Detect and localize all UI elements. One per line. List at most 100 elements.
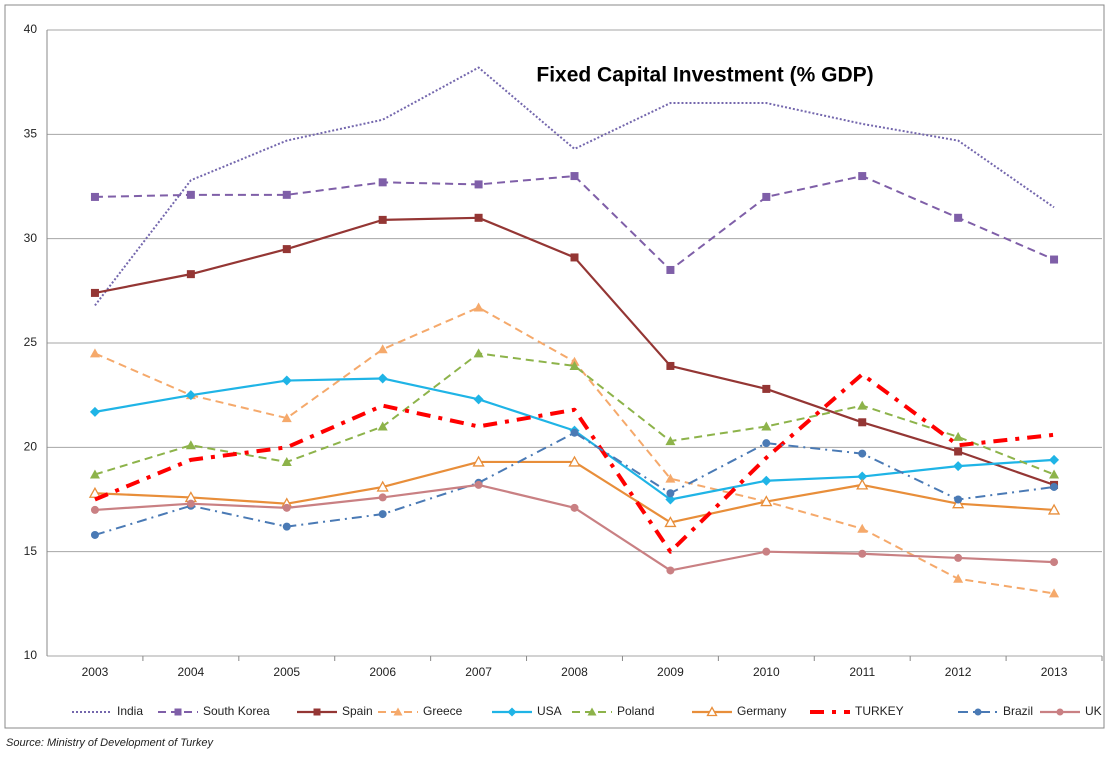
- marker: [857, 471, 868, 482]
- marker: [282, 503, 291, 512]
- marker: [186, 499, 195, 508]
- marker: [570, 503, 579, 512]
- marker: [474, 213, 483, 222]
- marker: [587, 707, 597, 716]
- marker: [762, 192, 771, 201]
- marker: [762, 547, 771, 556]
- x-tick-label: 2011: [849, 665, 875, 679]
- legend-label: USA: [537, 704, 562, 718]
- marker: [761, 421, 772, 431]
- series-line: [94, 483, 1055, 572]
- marker: [185, 440, 196, 450]
- marker: [473, 348, 484, 358]
- marker: [89, 348, 100, 358]
- legend-label: TURKEY: [855, 704, 904, 718]
- marker: [954, 213, 963, 222]
- marker: [974, 708, 982, 716]
- marker: [953, 431, 964, 441]
- marker: [186, 270, 195, 279]
- marker: [282, 522, 291, 531]
- marker: [282, 190, 291, 199]
- marker: [378, 215, 387, 224]
- marker: [377, 344, 388, 354]
- legend-label: UK: [1085, 704, 1102, 718]
- marker: [762, 384, 771, 393]
- marker: [858, 549, 867, 558]
- x-tick-label: 2007: [465, 665, 492, 679]
- x-tick-label: 2003: [82, 665, 109, 679]
- marker: [89, 469, 100, 479]
- legend-label: Brazil: [1003, 704, 1033, 718]
- marker: [1049, 454, 1060, 465]
- marker: [953, 573, 964, 583]
- y-tick-label: 40: [24, 22, 38, 36]
- legend-label: Spain: [342, 704, 373, 718]
- marker: [666, 566, 675, 575]
- series-line: [94, 306, 1055, 595]
- marker: [474, 480, 483, 489]
- marker: [570, 172, 579, 181]
- x-tick-label: 2005: [273, 665, 300, 679]
- marker: [954, 495, 963, 504]
- marker: [174, 708, 182, 716]
- marker: [88, 486, 102, 498]
- chart-frame: [4, 4, 1105, 729]
- marker: [666, 489, 675, 498]
- marker: [377, 421, 388, 431]
- marker: [90, 530, 99, 539]
- marker: [762, 439, 771, 448]
- marker: [90, 288, 99, 297]
- marker: [186, 190, 195, 199]
- marker: [474, 180, 483, 189]
- legend-label: South Korea: [203, 704, 270, 718]
- marker: [665, 494, 676, 505]
- legend-label: India: [117, 704, 143, 718]
- series-line: [94, 372, 1055, 554]
- marker: [1050, 482, 1059, 491]
- y-tick-label: 35: [24, 127, 38, 141]
- series-line: [94, 175, 1055, 271]
- legend-label: Poland: [617, 704, 654, 718]
- marker: [472, 455, 485, 467]
- x-tick-label: 2012: [945, 665, 972, 679]
- x-tick-label: 2006: [369, 665, 396, 679]
- marker: [1050, 255, 1059, 264]
- marker: [378, 493, 387, 502]
- marker: [473, 302, 484, 312]
- x-tick-label: 2004: [178, 665, 205, 679]
- x-tick-label: 2009: [657, 665, 684, 679]
- marker: [473, 394, 484, 405]
- marker: [90, 192, 99, 201]
- marker: [378, 178, 387, 187]
- marker: [857, 523, 868, 533]
- marker: [377, 373, 388, 384]
- marker: [665, 473, 676, 483]
- marker: [664, 516, 677, 528]
- marker: [281, 456, 292, 466]
- marker: [953, 461, 964, 472]
- legend-label: Germany: [737, 704, 786, 718]
- source: Source: Ministry of Development of Turke…: [6, 737, 215, 749]
- marker: [760, 495, 773, 507]
- marker: [1047, 503, 1061, 515]
- marker: [856, 478, 869, 490]
- chart-title: Fixed Capital Investment (% GDP): [536, 64, 873, 87]
- y-tick-label: 25: [24, 335, 38, 349]
- marker: [1049, 469, 1060, 479]
- marker: [393, 707, 403, 716]
- marker: [281, 413, 292, 423]
- marker: [761, 475, 772, 486]
- series-line: [94, 66, 1055, 307]
- marker: [89, 406, 100, 417]
- marker: [1056, 708, 1064, 716]
- marker: [90, 505, 99, 514]
- marker: [1050, 558, 1059, 567]
- series-line: [94, 431, 1055, 536]
- marker: [568, 455, 581, 467]
- y-tick-label: 15: [24, 544, 38, 558]
- marker: [570, 428, 579, 437]
- y-tick-label: 30: [24, 231, 38, 245]
- x-tick-label: 2010: [753, 665, 780, 679]
- marker: [376, 480, 389, 492]
